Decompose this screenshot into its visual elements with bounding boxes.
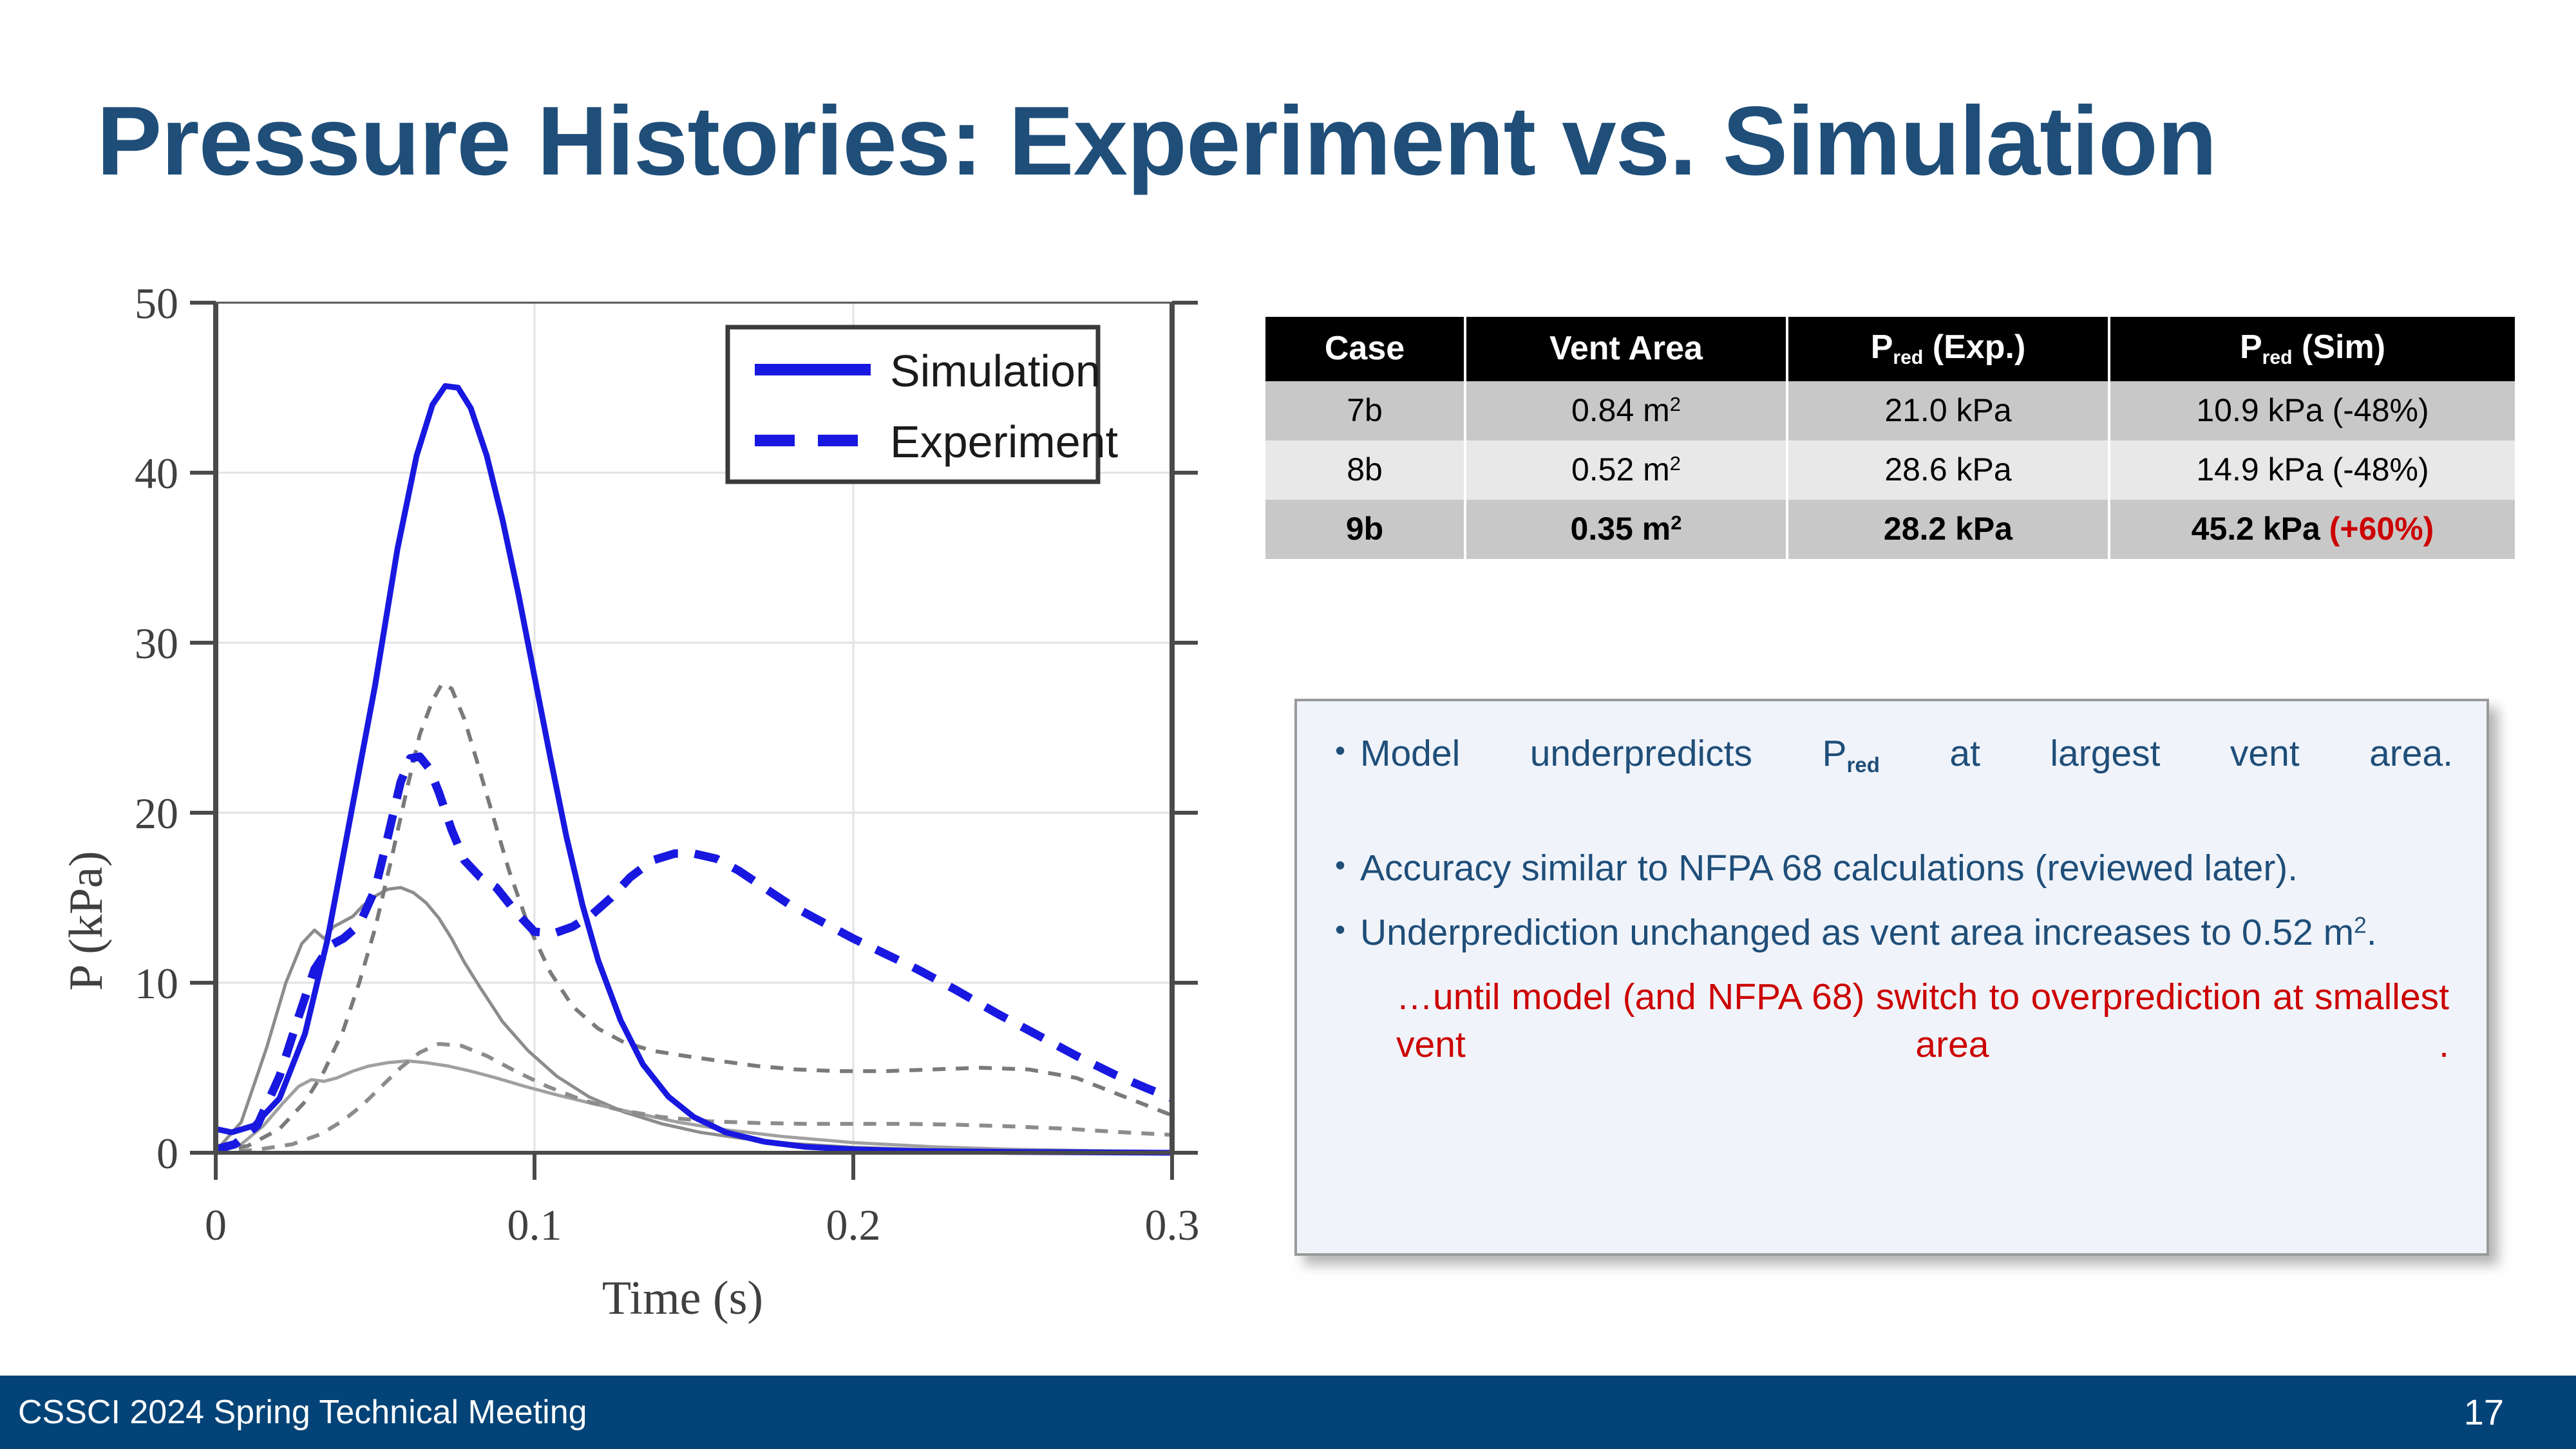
pressure-history-chart: 0 10 20 30 40 50 0 0.1 0.2 0.3 Simulation Experime… (26, 270, 1249, 1352)
cell-pred-sim: 10.9 kPa (-48%) (2108, 381, 2515, 441)
note-3-pre: Underprediction unchanged as vent area i… (1360, 912, 2354, 954)
column-header-pred-exp: Pred (Exp.) (1786, 317, 2110, 382)
chart-xaxis-label: Time (s) (602, 1272, 763, 1325)
cell-pred-exp: 28.6 kPa (1786, 440, 2110, 500)
cell-pred-exp: 21.0 kPa (1786, 381, 2110, 441)
pred-sim-subscript: red (2262, 347, 2293, 369)
cell-vent-area: 0.84 m2 (1464, 381, 1788, 441)
series-experiment (214, 752, 1174, 1153)
results-table: Case Vent Area Pred (Exp.) Pred (Sim) 7b… (1265, 317, 2515, 560)
legend-label-simulation: Simulation (890, 346, 1101, 396)
note-1-subscript: red (1846, 753, 1880, 777)
y-tick-label: 40 (135, 449, 178, 498)
note-3-post: . (2366, 912, 2377, 954)
column-header-pred-sim: Pred (Sim) (2108, 317, 2515, 382)
series-gray-solid-1 (214, 886, 1173, 1154)
series-gray-solid-2 (215, 1059, 1173, 1153)
pred-sim-suffix: (Sim) (2292, 328, 2386, 366)
pred-exp-p: P (1870, 328, 1893, 366)
chart-svg: 0 10 20 30 40 50 0 0.1 0.2 0.3 Simulation Experime… (60, 279, 1200, 1325)
table-row: 9b 0.35 m2 28.2 kPa 45.2 kPa (+60%) (1265, 500, 2515, 560)
note-text-2: Accuracy similar to NFPA 68 calculations… (1360, 847, 2298, 889)
y-tick-label: 0 (156, 1129, 178, 1178)
list-item: • Accuracy similar to NFPA 68 calculatio… (1320, 844, 2453, 892)
pred-exp-suffix: (Exp.) (1923, 328, 2026, 366)
series-gray-dashed-2 (215, 1042, 1173, 1154)
cell-pred-exp: 28.2 kPa (1786, 500, 2110, 560)
x-tick-label: 0.1 (507, 1200, 562, 1249)
column-header-case: Case (1265, 317, 1466, 382)
y-tick-label: 20 (135, 789, 178, 838)
pred-sim-p: P (2239, 328, 2262, 366)
y-tick-label: 50 (135, 279, 178, 328)
column-header-vent-area: Vent Area (1464, 317, 1788, 382)
note-1-post: at largest vent area. (1879, 733, 2453, 774)
series-simulation (215, 383, 1173, 1156)
table-header-row: Case Vent Area Pred (Exp.) Pred (Sim) (1265, 317, 2515, 382)
list-item: • Model underpredicts Pred at largest ve… (1320, 730, 2453, 828)
x-tick-label: 0.2 (826, 1200, 881, 1249)
x-tick-label: 0.3 (1145, 1200, 1200, 1249)
footer-bar (0, 1376, 2576, 1449)
note-1-pre: Model underpredicts P (1360, 733, 1847, 774)
bullet-icon: • (1334, 848, 1346, 882)
cell-vent-area: 0.35 m2 (1464, 500, 1788, 560)
note-sub-warning: …until model (and NFPA 68) switch to ove… (1396, 976, 2449, 1066)
pred-exp-subscript: red (1893, 347, 1924, 369)
y-tick-label: 10 (135, 959, 178, 1008)
cell-case: 8b (1265, 440, 1466, 500)
note-text-3: Underprediction unchanged as vent area i… (1360, 909, 2453, 956)
chart-yaxis-label: P (kPa) (60, 851, 113, 990)
cell-case: 9b (1265, 500, 1466, 560)
chart-series-layer (214, 383, 1174, 1156)
table-row: 7b 0.84 m2 21.0 kPa 10.9 kPa (-48%) (1265, 381, 2515, 441)
bullet-icon: • (1334, 734, 1346, 767)
legend-label-experiment: Experiment (890, 417, 1118, 467)
table-row: 8b 0.52 m2 28.6 kPa 14.9 kPa (-48%) (1265, 440, 2515, 500)
y-tick-label: 30 (135, 619, 178, 668)
chart-legend: Simulation Experiment (725, 325, 1118, 484)
table-body: 7b 0.84 m2 21.0 kPa 10.9 kPa (-48%) 8b 0.52 m… (1265, 381, 2515, 560)
series-gray-dashed-1 (215, 681, 1173, 1153)
cell-pred-sim: 45.2 kPa (+60%) (2108, 500, 2515, 560)
chart-axis-frame (213, 301, 1175, 1155)
chart-tick-labels: 0 10 20 30 40 50 0 0.1 0.2 0.3 (135, 279, 1200, 1249)
note-text-1: Model underpredicts Pred at largest vent… (1360, 730, 2453, 828)
cell-case: 7b (1265, 381, 1466, 441)
bullet-icon: • (1334, 913, 1346, 947)
cell-pred-sim: 14.9 kPa (-48%) (2108, 440, 2515, 500)
notes-callout-box: • Model underpredicts Pred at largest ve… (1294, 699, 2489, 1256)
note-3-superscript: 2 (2354, 913, 2367, 938)
chart-ticks (190, 301, 1198, 1180)
x-tick-label: 0 (205, 1200, 227, 1249)
cell-vent-area: 0.52 m2 (1464, 440, 1788, 500)
footer-meeting-label: CSSCI 2024 Spring Technical Meeting (18, 1394, 587, 1431)
page-title: Pressure Histories: Experiment vs. Simul… (97, 86, 2217, 196)
footer-page-number: 17 (2463, 1392, 2504, 1432)
list-item: • Underprediction unchanged as vent area… (1320, 909, 2453, 956)
